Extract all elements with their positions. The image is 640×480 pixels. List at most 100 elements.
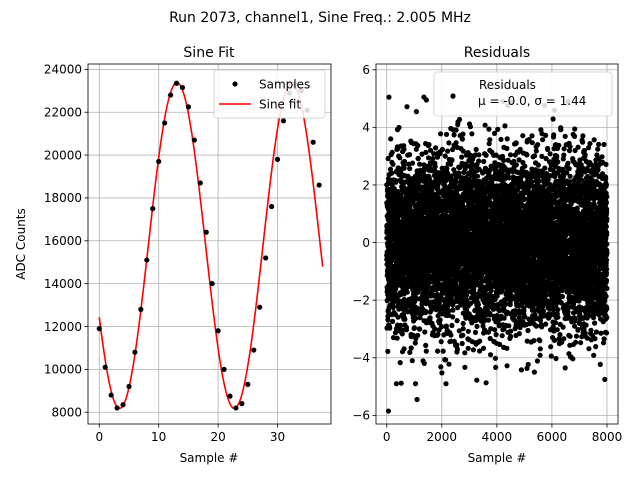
residual-point [443,323,449,329]
residual-point [389,149,395,155]
residual-point [402,316,408,322]
residual-point [438,339,444,345]
residual-point [483,380,489,386]
residual-point [439,370,445,376]
sine-fit-x-tick-label: 30 [270,430,285,444]
residual-point [390,161,396,167]
sine-fit-y-tick-label: 12000 [44,320,82,334]
sine-fit-y-tick-label: 22000 [44,106,82,120]
sine-fit-panel: Sine Fit 0 10 20 30800010000120001400016000… [14,45,332,465]
sine-fit-y-tick-label: 10000 [44,363,82,377]
residual-point [486,126,492,132]
sample-point [132,349,138,355]
residual-point [445,148,451,154]
residual-point [488,287,494,294]
residual-point [393,178,399,184]
residual-point [459,340,465,347]
residual-point [516,331,522,337]
residual-point [499,333,505,339]
residual-point [393,381,399,387]
residual-point [407,166,413,172]
residual-point [508,328,514,334]
sample-point [239,401,245,407]
residual-point [388,136,394,142]
residual-point [387,325,393,331]
residual-point [460,332,466,338]
residual-point [412,340,418,346]
sine-fit-title: Sine Fit [183,45,235,61]
residual-point [431,151,437,157]
residual-point [485,317,492,323]
residual-point [487,352,494,358]
residual-point [507,152,514,158]
residual-point [415,332,421,338]
residual-point [448,173,454,179]
residual-point [390,318,396,324]
sample-point [150,206,156,212]
residual-point [443,381,449,387]
residual-point [438,131,444,137]
residual-point [481,158,487,165]
sine-fit-y-tick-label: 20000 [44,148,82,162]
sample-point [126,383,132,390]
residual-point [482,122,488,128]
residual-point [433,175,439,181]
residual-point [423,348,429,354]
residual-point [404,104,410,110]
sample-point [251,347,257,353]
sample-point [191,137,197,143]
sample-point [227,393,233,399]
sample-point [185,104,192,110]
residual-point [446,312,452,318]
residual-point [453,127,459,133]
residual-point [503,301,509,307]
residual-point [460,320,466,327]
sample-point [102,364,108,370]
residual-point [427,315,433,321]
residual-point [414,305,421,311]
sample-point [215,328,221,334]
residual-point [390,304,396,311]
residual-point [439,324,445,330]
sine-fit-y-tick-label: 24000 [44,63,82,77]
residual-point [398,380,404,386]
residual-point [422,329,428,335]
residual-point [437,317,443,323]
sample-point [268,203,275,210]
residual-point [440,348,446,354]
residual-point [394,335,400,341]
residual-point [425,155,432,161]
residual-point [462,364,468,370]
residual-point [430,156,436,162]
residual-point [462,350,468,356]
residual-point [435,348,441,354]
sample-point [144,257,150,263]
residual-point [411,325,417,331]
sine-fit-x-tick-label: 20 [210,430,225,444]
residual-point [451,132,457,138]
residual-point [492,327,498,333]
residual-point [409,358,415,364]
sine-fit-legend-box [213,69,326,119]
residual-point [473,146,479,153]
residual-point [419,151,425,157]
sine-fit-x-tick-label: 0 [95,430,103,444]
residual-point [456,116,463,123]
residual-point [450,314,456,320]
residual-point [476,158,482,164]
residual-point [407,349,413,355]
residual-point [423,342,429,348]
sample-point [108,392,114,398]
residual-point [453,140,459,146]
legend-fit-label: Sine fit [259,98,301,112]
legend-samples-label: Samples [259,78,310,92]
residual-point [472,329,479,335]
residual-point [493,332,499,338]
sample-point [274,156,281,162]
sample-point [316,182,322,188]
residual-point [502,123,508,129]
sample-point [138,306,144,312]
residual-point [442,153,448,159]
